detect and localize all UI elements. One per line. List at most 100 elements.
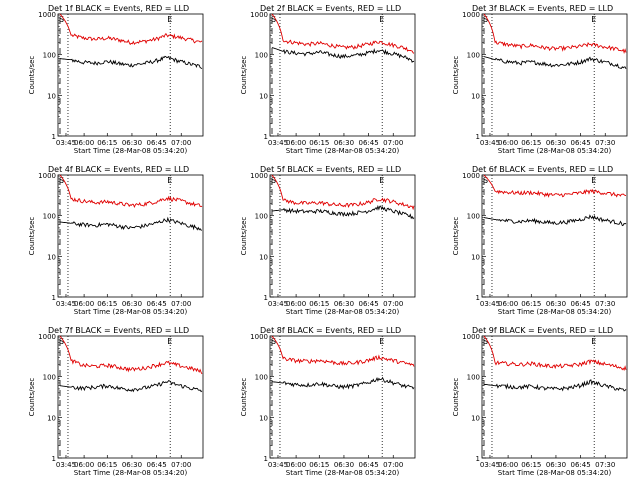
plot-panel-3: Det 3f BLACK = Events, RED = LLD 1 10 100 10… — [452, 4, 628, 155]
lld-series-line — [271, 13, 415, 54]
y-tick-label: 100 — [467, 52, 480, 60]
x-tick-label: 03:45 — [56, 461, 76, 469]
y-tick-label: 10 — [259, 253, 268, 261]
x-tick-label: 06:00 — [498, 461, 518, 469]
y-tick-label: 1000 — [462, 11, 480, 19]
x-tick-label: 06:30 — [546, 300, 566, 308]
events-series-line — [483, 214, 627, 227]
y-axis-label: Counts/sec — [28, 217, 36, 256]
y-axis-label: Counts/sec — [452, 378, 460, 417]
y-axis-label: Counts/sec — [240, 217, 248, 256]
x-tick-label: 06:00 — [74, 461, 94, 469]
y-tick-label: 1 — [476, 455, 480, 463]
x-tick-label: 07:00 — [383, 461, 403, 469]
x-axis-label: Start Time (28-Mar-08 05:34:20) — [498, 469, 612, 477]
events-series-line — [483, 56, 627, 70]
y-tick-label: 1 — [52, 294, 56, 302]
x-axis-label: Start Time (28-Mar-08 05:34:20) — [286, 308, 400, 316]
x-tick-label: 06:30 — [122, 139, 142, 147]
x-tick-label: 03:45 — [268, 461, 288, 469]
y-axis-label: Counts/sec — [452, 217, 460, 256]
plot-panel-1: Det 1f BLACK = Events, RED = LLD 1 10 100 10… — [28, 4, 204, 155]
plot-title: Det 6f BLACK = Events, RED = LLD — [472, 165, 613, 174]
y-tick-label: 1000 — [38, 333, 56, 341]
x-tick-label: 06:15 — [309, 461, 329, 469]
x-tick-label: 06:45 — [147, 461, 167, 469]
x-tick-label: 06:45 — [147, 300, 167, 308]
x-tick-label: 06:45 — [571, 300, 591, 308]
x-tick-label: 03:45 — [480, 139, 500, 147]
x-tick-label: 06:00 — [74, 300, 94, 308]
y-tick-label: 1 — [52, 133, 56, 141]
end-marker: E — [379, 176, 384, 185]
x-tick-label: 07:00 — [383, 139, 403, 147]
end-marker: E — [379, 337, 384, 346]
start-marker: S — [271, 15, 276, 24]
plot-title: Det 7f BLACK = Events, RED = LLD — [48, 326, 189, 335]
x-tick-label: 06:00 — [74, 139, 94, 147]
plot-panel-5: Det 5f BLACK = Events, RED = LLD 1 10 100 10… — [240, 165, 416, 316]
x-axis-label: Start Time (28-Mar-08 05:34:20) — [286, 147, 400, 155]
start-marker: S — [483, 176, 488, 185]
x-tick-label: 06:00 — [286, 461, 306, 469]
x-axis-label: Start Time (28-Mar-08 05:34:20) — [286, 469, 400, 477]
y-tick-label: 10 — [471, 92, 480, 100]
x-tick-label: 06:15 — [521, 300, 541, 308]
x-tick-label: 06:45 — [571, 139, 591, 147]
x-tick-label: 07:30 — [595, 300, 615, 308]
lld-series-line — [271, 335, 415, 367]
lld-series-line — [59, 335, 203, 375]
plot-frame — [269, 335, 416, 459]
x-tick-label: 06:00 — [498, 139, 518, 147]
y-tick-label: 1000 — [250, 172, 268, 180]
lld-series-line — [483, 13, 627, 54]
start-marker: S — [59, 176, 64, 185]
x-tick-label: 06:15 — [309, 300, 329, 308]
x-tick-label: 03:45 — [268, 300, 288, 308]
x-tick-label: 06:30 — [334, 461, 354, 469]
start-marker: S — [271, 176, 276, 185]
plot-panel-4: Det 4f BLACK = Events, RED = LLD 1 10 100 10… — [28, 165, 204, 316]
y-tick-label: 1000 — [250, 333, 268, 341]
start-marker: S — [271, 337, 276, 346]
plot-title: Det 3f BLACK = Events, RED = LLD — [472, 4, 613, 13]
start-marker: S — [59, 15, 64, 24]
end-marker: E — [591, 176, 596, 185]
plot-title: Det 5f BLACK = Events, RED = LLD — [260, 165, 401, 174]
x-tick-label: 03:45 — [56, 139, 76, 147]
plot-frame — [57, 335, 204, 459]
end-marker: E — [167, 15, 172, 24]
start-marker: S — [59, 337, 64, 346]
lld-series-line — [59, 13, 203, 46]
plot-frame — [481, 174, 628, 298]
y-tick-label: 1 — [52, 455, 56, 463]
y-axis-label: Counts/sec — [28, 378, 36, 417]
x-tick-label: 06:15 — [97, 461, 117, 469]
plot-panel-7: Det 7f BLACK = Events, RED = LLD 1 10 100 10… — [28, 326, 204, 477]
start-marker: S — [483, 15, 488, 24]
y-tick-label: 1000 — [462, 172, 480, 180]
x-tick-label: 06:15 — [97, 139, 117, 147]
events-series-line — [59, 380, 203, 393]
plot-title: Det 8f BLACK = Events, RED = LLD — [260, 326, 401, 335]
y-axis-label: Counts/sec — [28, 56, 36, 95]
end-marker: E — [167, 176, 172, 185]
y-tick-label: 1000 — [250, 11, 268, 19]
x-tick-label: 06:15 — [97, 300, 117, 308]
x-axis-label: Start Time (28-Mar-08 05:34:20) — [498, 147, 612, 155]
y-tick-label: 10 — [47, 92, 56, 100]
events-series-line — [483, 379, 627, 392]
events-series-line — [271, 47, 415, 63]
lld-series-line — [59, 174, 203, 209]
plot-frame — [481, 13, 628, 137]
x-tick-label: 06:45 — [359, 300, 379, 308]
end-marker: E — [591, 337, 596, 346]
y-tick-label: 10 — [471, 253, 480, 261]
plot-panel-6: Det 6f BLACK = Events, RED = LLD 1 10 100 10… — [452, 165, 628, 316]
x-tick-label: 07:00 — [171, 139, 191, 147]
events-series-line — [271, 204, 415, 220]
plot-frame — [269, 13, 416, 137]
events-series-line — [59, 55, 203, 69]
y-tick-label: 1000 — [38, 11, 56, 19]
